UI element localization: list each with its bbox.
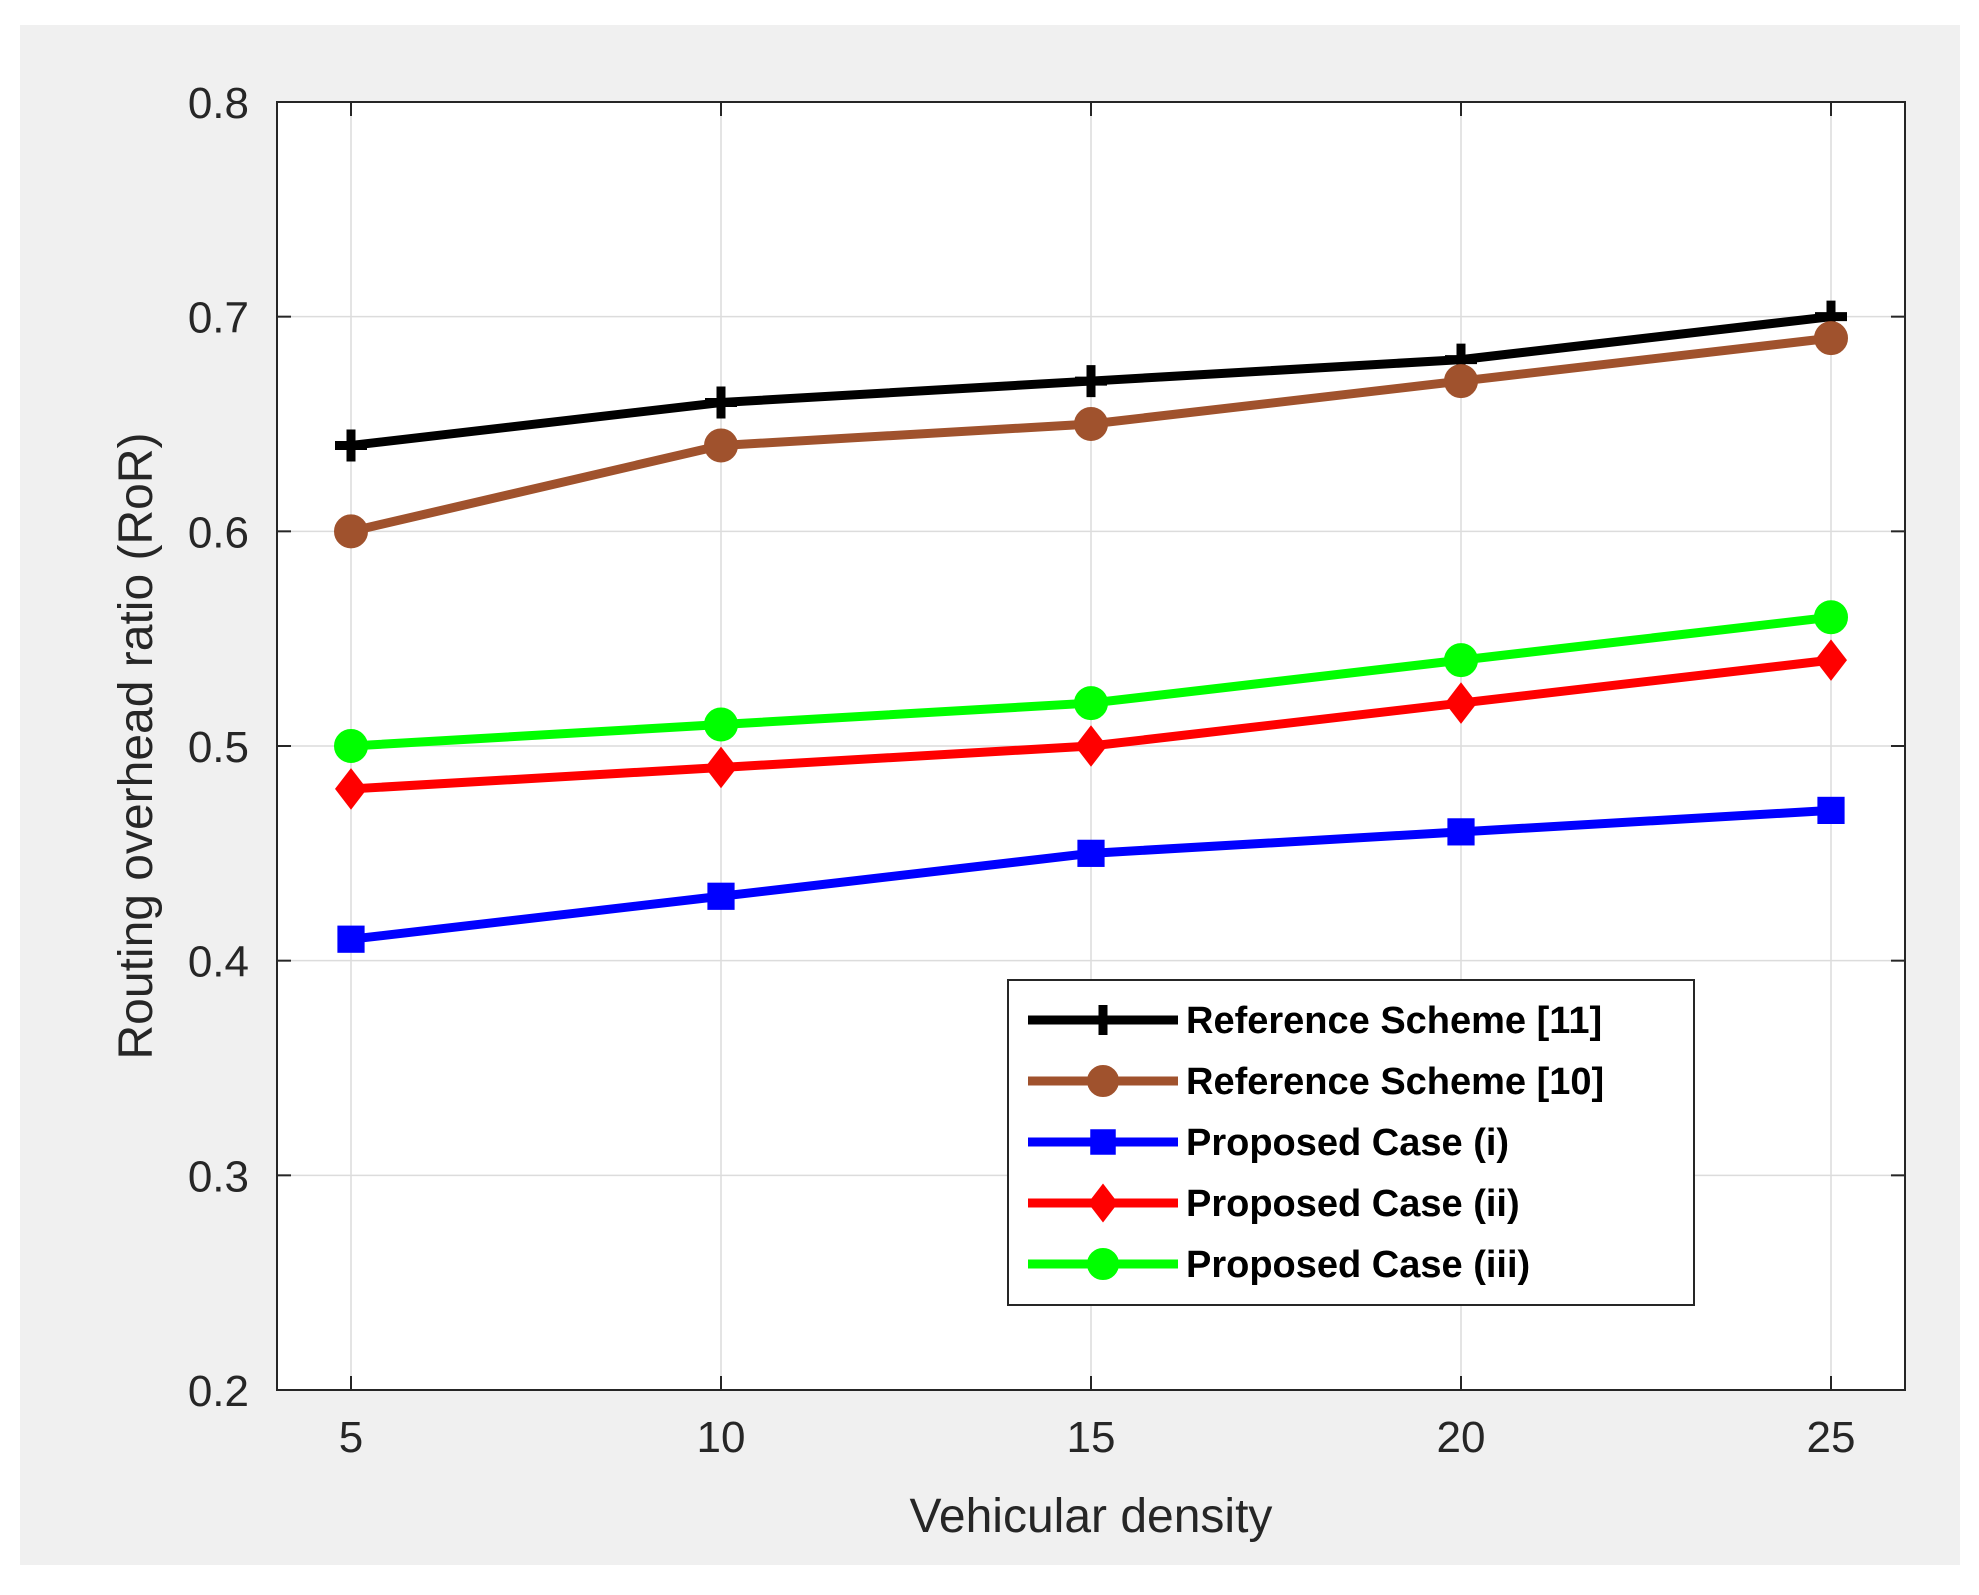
data-point <box>335 429 367 462</box>
x-tick-label: 20 <box>1437 1413 1486 1462</box>
x-axis-label: Vehicular density <box>910 1490 1273 1543</box>
x-tick-label: 10 <box>697 1413 746 1462</box>
data-point <box>1444 364 1478 399</box>
data-point <box>1814 600 1848 635</box>
data-point <box>705 746 737 789</box>
data-point <box>1447 818 1475 846</box>
legend-entry: Reference Scheme [10] <box>1028 1061 1604 1103</box>
legend-marker <box>1090 1129 1116 1155</box>
ticks: 5 10 15 20 25 0.2 0.3 0.4 0.5 0.6 0.7 0.8 <box>188 79 1905 1462</box>
data-point <box>1815 639 1847 681</box>
data-point <box>337 925 365 953</box>
legend: Reference Scheme [11] Reference Scheme [1… <box>1007 979 1695 1306</box>
x-tick-label: 5 <box>339 1413 363 1462</box>
data-point <box>707 882 735 910</box>
series-3 <box>337 796 1845 953</box>
data-point <box>1077 839 1105 867</box>
y-tick-label: 0.8 <box>188 79 249 128</box>
data-point <box>704 428 738 463</box>
data-point <box>704 707 738 742</box>
legend-entry: Proposed Case (i) <box>1028 1122 1509 1164</box>
data-point <box>1444 643 1478 678</box>
data-point <box>335 768 367 810</box>
y-axis-label: Routing overhead ratio (RoR) <box>110 433 163 1060</box>
series-4 <box>335 639 1847 810</box>
legend-marker <box>1087 1065 1119 1097</box>
legend-marker <box>1087 1248 1119 1280</box>
series-5 <box>334 600 1848 763</box>
y-tick-label: 0.3 <box>188 1152 249 1201</box>
data-point <box>334 729 368 763</box>
data-point <box>334 514 368 549</box>
data-point <box>1074 686 1108 721</box>
y-tick-label: 0.4 <box>188 938 249 987</box>
legend-marker <box>1088 1005 1118 1035</box>
legend-entry: Proposed Case (iii) <box>1028 1244 1530 1286</box>
legend-label: Reference Scheme [11] <box>1186 1000 1602 1042</box>
legend-label: Proposed Case (ii) <box>1186 1183 1520 1225</box>
data-point <box>1814 321 1848 356</box>
data-point <box>1074 407 1108 441</box>
legend-label: Proposed Case (iii) <box>1186 1244 1530 1286</box>
series-group <box>334 300 1848 953</box>
data-point <box>1445 682 1477 724</box>
data-point <box>705 386 737 419</box>
legend-entry: Proposed Case (ii) <box>1028 1183 1520 1225</box>
legend-marker <box>1088 1183 1118 1223</box>
legend-label: Reference Scheme [10] <box>1186 1061 1604 1103</box>
x-tick-label: 15 <box>1067 1413 1116 1462</box>
y-tick-label: 0.7 <box>188 294 249 343</box>
legend-label: Proposed Case (i) <box>1186 1122 1509 1164</box>
legend-entry: Reference Scheme [11] <box>1028 1000 1602 1042</box>
data-point <box>1075 365 1107 398</box>
y-tick-label: 0.5 <box>188 723 249 772</box>
y-tick-label: 0.6 <box>188 508 249 557</box>
data-point <box>1817 796 1845 824</box>
x-tick-label: 25 <box>1807 1413 1856 1462</box>
data-point <box>1075 725 1107 767</box>
y-tick-label: 0.2 <box>188 1367 249 1416</box>
series-2 <box>334 321 1848 549</box>
